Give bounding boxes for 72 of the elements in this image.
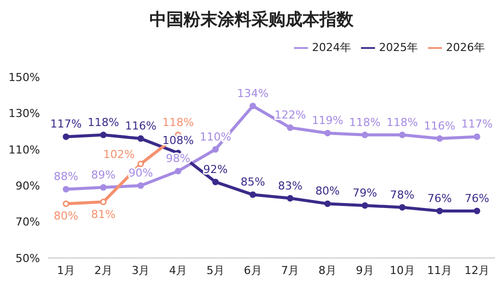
point [250,191,256,198]
y-tick-label: 50% [16,252,40,265]
x-tick-label: 8月 [318,264,337,277]
point [100,184,107,191]
data-label: 80% [54,210,78,223]
data-label: 118% [88,116,120,129]
point [100,132,107,138]
data-label: 92% [203,162,228,176]
legend-label: 2025年 [379,41,418,54]
point [324,200,331,207]
data-label: 102% [103,148,135,161]
data-label: 83% [278,179,302,192]
x-tick-label: 3月 [132,264,150,277]
y-tick-label: 130% [8,107,40,120]
point [436,135,443,142]
data-label: 78% [390,188,414,202]
x-tick-label: 11月 [427,264,452,277]
data-label: 85% [240,176,266,189]
point [436,208,443,214]
data-label: 76% [464,192,490,205]
point [212,178,219,186]
point [286,124,294,131]
point [100,198,107,206]
point [250,102,256,110]
data-label: 117% [50,118,82,131]
data-label: 76% [427,192,452,205]
x-tick-label: 4月 [169,264,188,277]
x-tick-label: 6月 [244,264,262,277]
point [137,160,144,168]
point [174,168,182,174]
point [399,204,406,211]
point [137,182,144,189]
data-label: 122% [274,108,306,122]
data-label: 116% [125,120,156,133]
data-label: 89% [91,168,116,182]
point [362,132,368,138]
x-tick-label: 12月 [464,264,490,277]
y-tick-label: 110% [8,143,40,156]
point [399,132,406,138]
data-label: 116% [424,120,456,133]
data-label: 79% [352,186,378,200]
x-tick-label: 1月 [57,264,75,277]
point [62,200,70,207]
data-label: 117% [461,118,493,131]
y-tick-label: 150% [8,70,40,84]
point [474,208,480,214]
data-label: 118% [162,116,194,129]
point [137,135,144,142]
data-label: 118% [349,116,381,129]
point [62,133,70,140]
x-tick-label: 9月 [356,264,374,277]
point [362,202,368,209]
x-tick-label: 10月 [390,264,415,277]
x-tick-label: 2月 [94,264,112,277]
point [474,133,480,140]
legend-label: 2024年 [312,41,351,54]
point [286,195,294,202]
legend-label: 2026年 [446,41,485,54]
y-tick-label: 70% [16,216,40,229]
data-label: 119% [312,114,344,128]
chart-title: 中国粉末涂料采购成本指数 [148,9,354,31]
point [212,146,219,153]
data-label: 81% [91,208,116,221]
point [62,186,70,192]
point [324,130,331,136]
x-tick-label: 7月 [281,264,300,277]
data-label: 88% [54,170,78,184]
x-tick-label: 5月 [206,264,224,277]
data-label: 134% [237,86,269,100]
y-tick-label: 90% [16,180,40,193]
data-label: 118% [386,116,418,129]
data-label: 80% [315,184,340,198]
